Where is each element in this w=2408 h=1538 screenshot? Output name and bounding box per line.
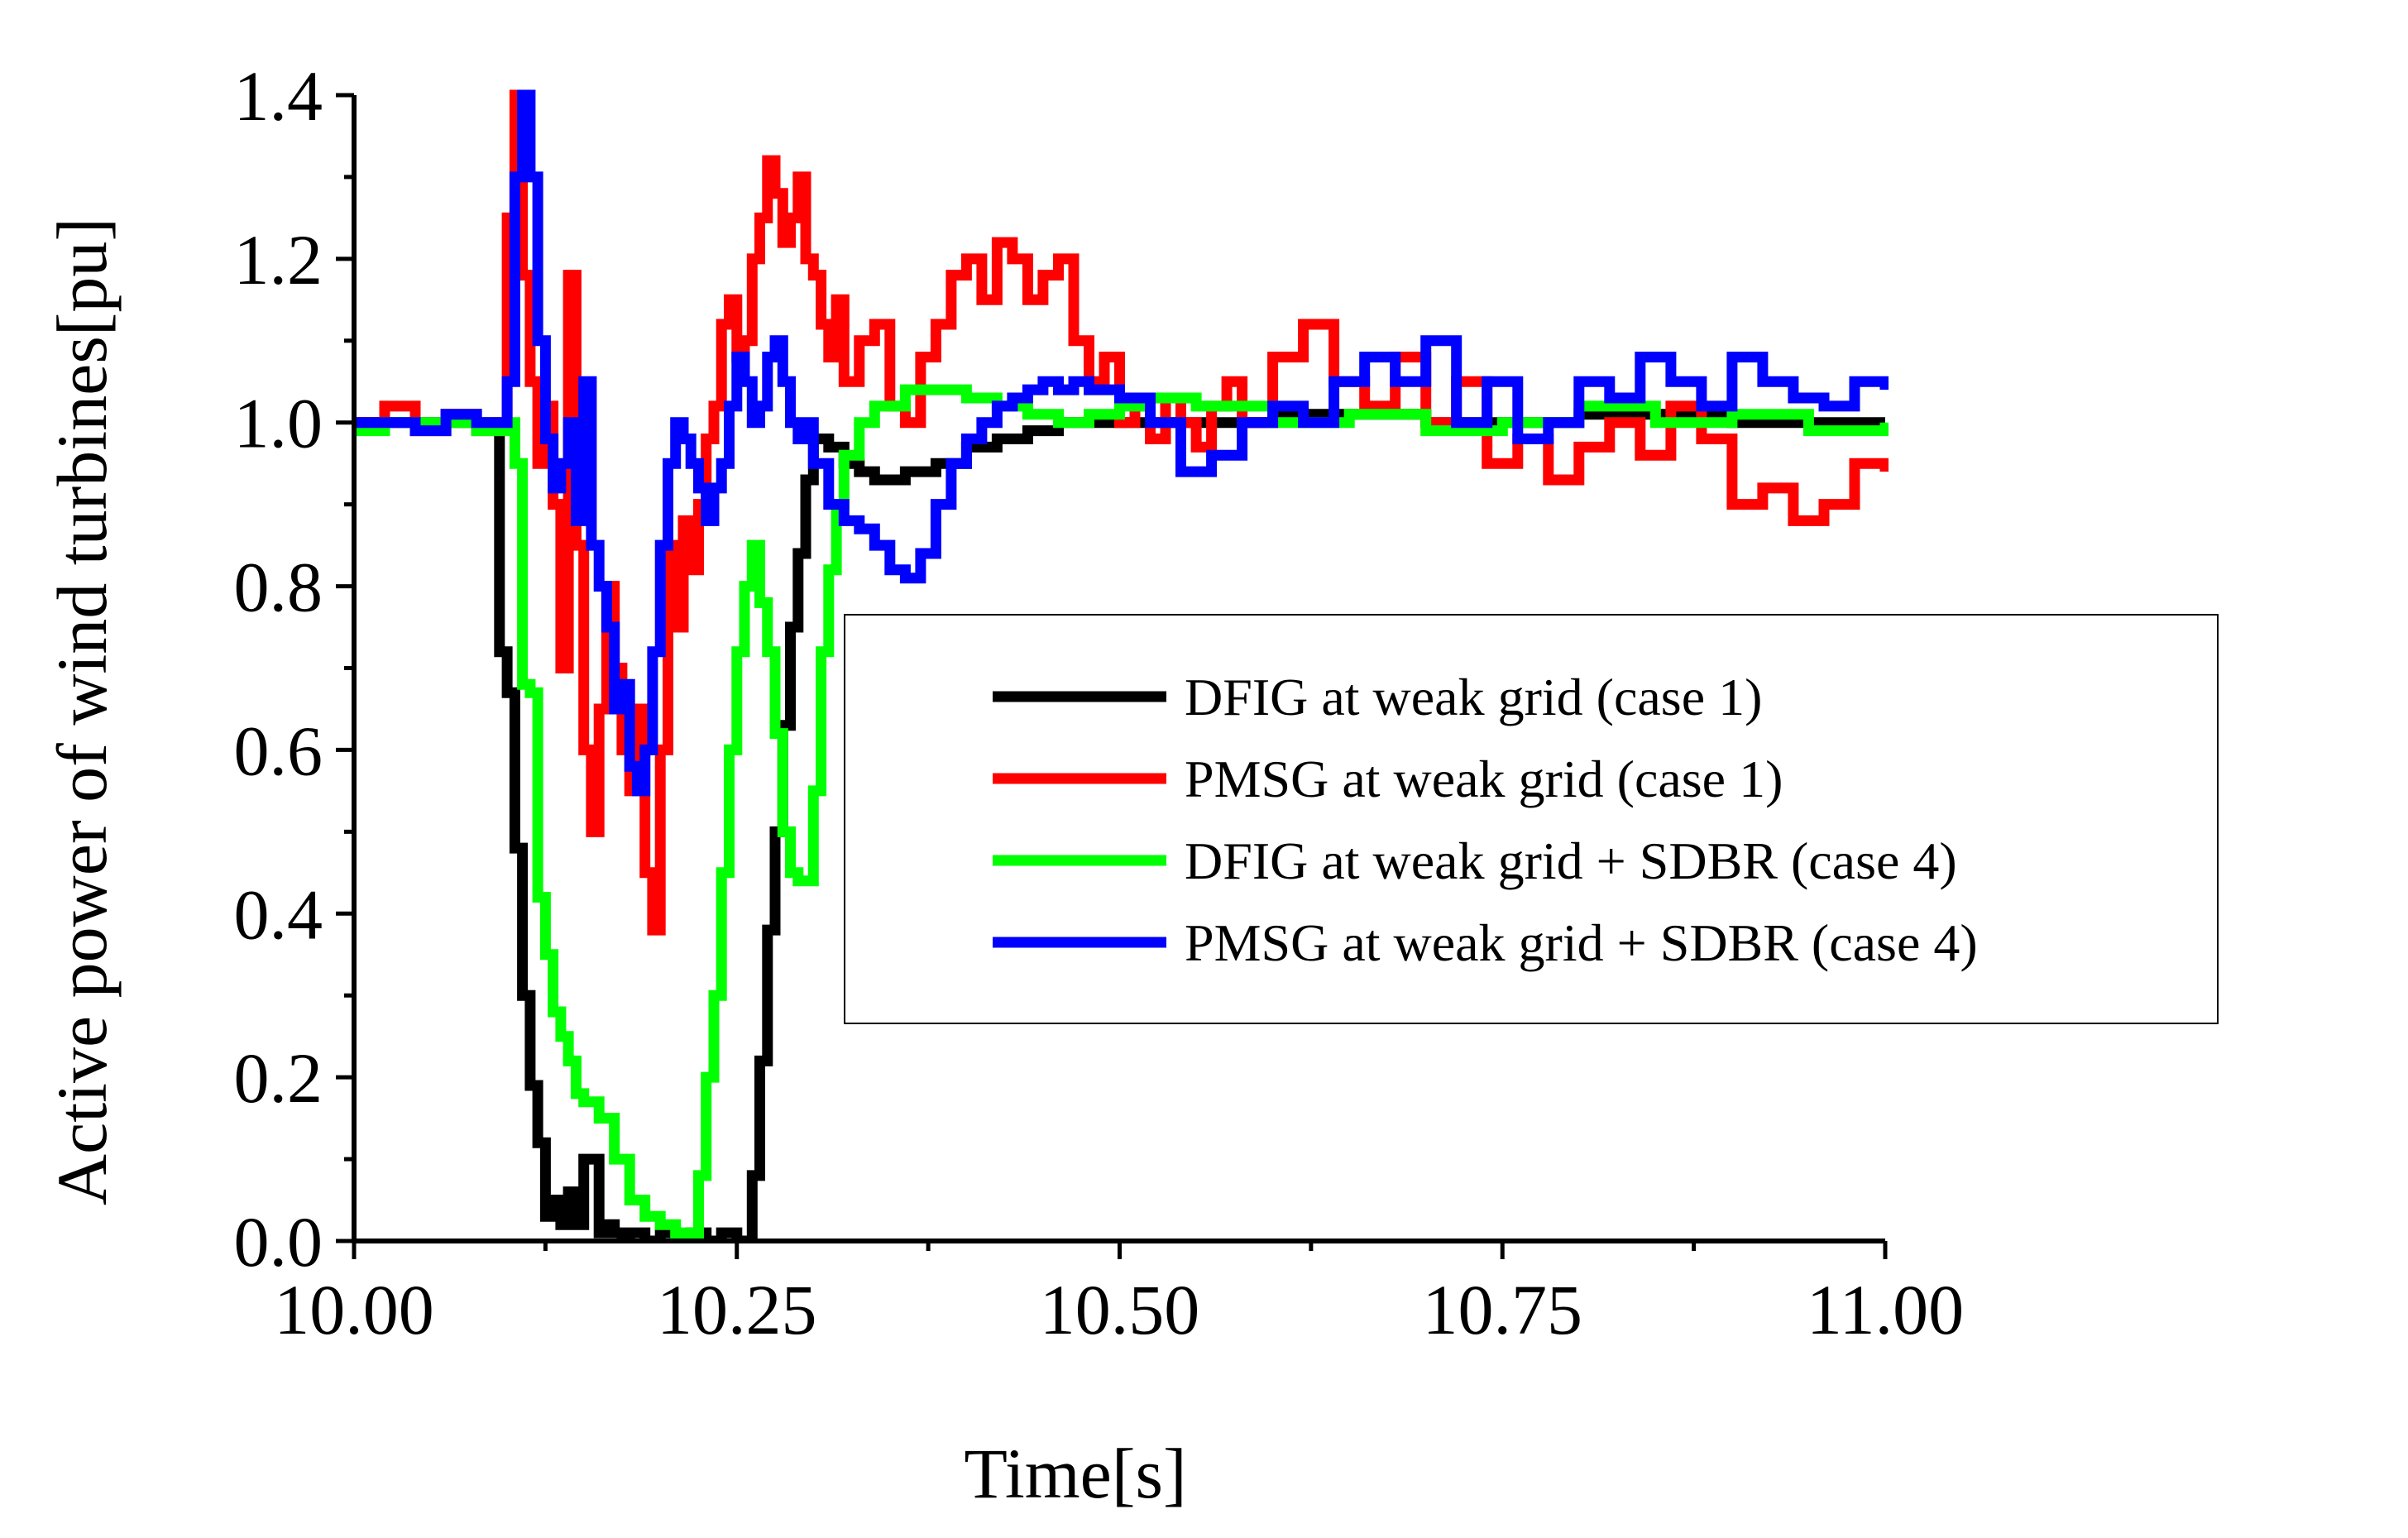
y-ticks: 0.0 0.2 0.4 0.6 0.8 1.0 1.2 1.4 bbox=[234, 56, 354, 1282]
y-axis-title: Active power of wind turbines[pu] bbox=[42, 218, 122, 1205]
y-tick-label: 1.2 bbox=[234, 220, 323, 299]
legend-label-3: DFIG at weak grid + SDBR (case 4) bbox=[1185, 831, 1957, 890]
series-line-4 bbox=[354, 89, 1889, 797]
series-group bbox=[354, 89, 1889, 1241]
x-tick-label: 11.00 bbox=[1807, 1270, 1964, 1349]
legend-items: DFIG at weak grid (case 1) PMSG at weak g… bbox=[993, 668, 1978, 972]
legend-box bbox=[844, 614, 2219, 1024]
legend-label-2: PMSG at weak grid (case 1) bbox=[1185, 750, 1783, 808]
y-tick-label: 1.0 bbox=[234, 384, 323, 463]
y-tick-label: 0.2 bbox=[234, 1038, 323, 1118]
x-ticks: 10.00 10.25 10.50 10.75 11.00 bbox=[274, 1241, 1964, 1349]
y-tick-label: 0.0 bbox=[234, 1202, 323, 1282]
series-line-1 bbox=[354, 409, 1885, 1241]
x-tick-label: 10.25 bbox=[657, 1270, 817, 1349]
legend-label-4: PMSG at weak grid + SDBR (case 4) bbox=[1185, 913, 1978, 972]
y-tick-label: 0.6 bbox=[234, 711, 323, 790]
x-tick-label: 10.00 bbox=[274, 1270, 434, 1349]
x-tick-label: 10.75 bbox=[1423, 1270, 1583, 1349]
series-layer bbox=[354, 89, 1889, 1241]
legend: DFIG at weak grid (case 1) PMSG at weak g… bbox=[844, 614, 2219, 1024]
y-tick-label: 0.8 bbox=[234, 548, 323, 627]
y-tick-label: 0.4 bbox=[234, 874, 323, 954]
x-tick-label: 10.50 bbox=[1040, 1270, 1200, 1349]
x-axis-title: Time[s] bbox=[964, 1434, 1186, 1513]
legend-label-1: DFIG at weak grid (case 1) bbox=[1185, 668, 1762, 726]
y-tick-label: 1.4 bbox=[234, 56, 323, 136]
plot-area: 10.00 10.25 10.50 10.75 11.00 0.00.20.40.60.… bbox=[234, 56, 1965, 1349]
